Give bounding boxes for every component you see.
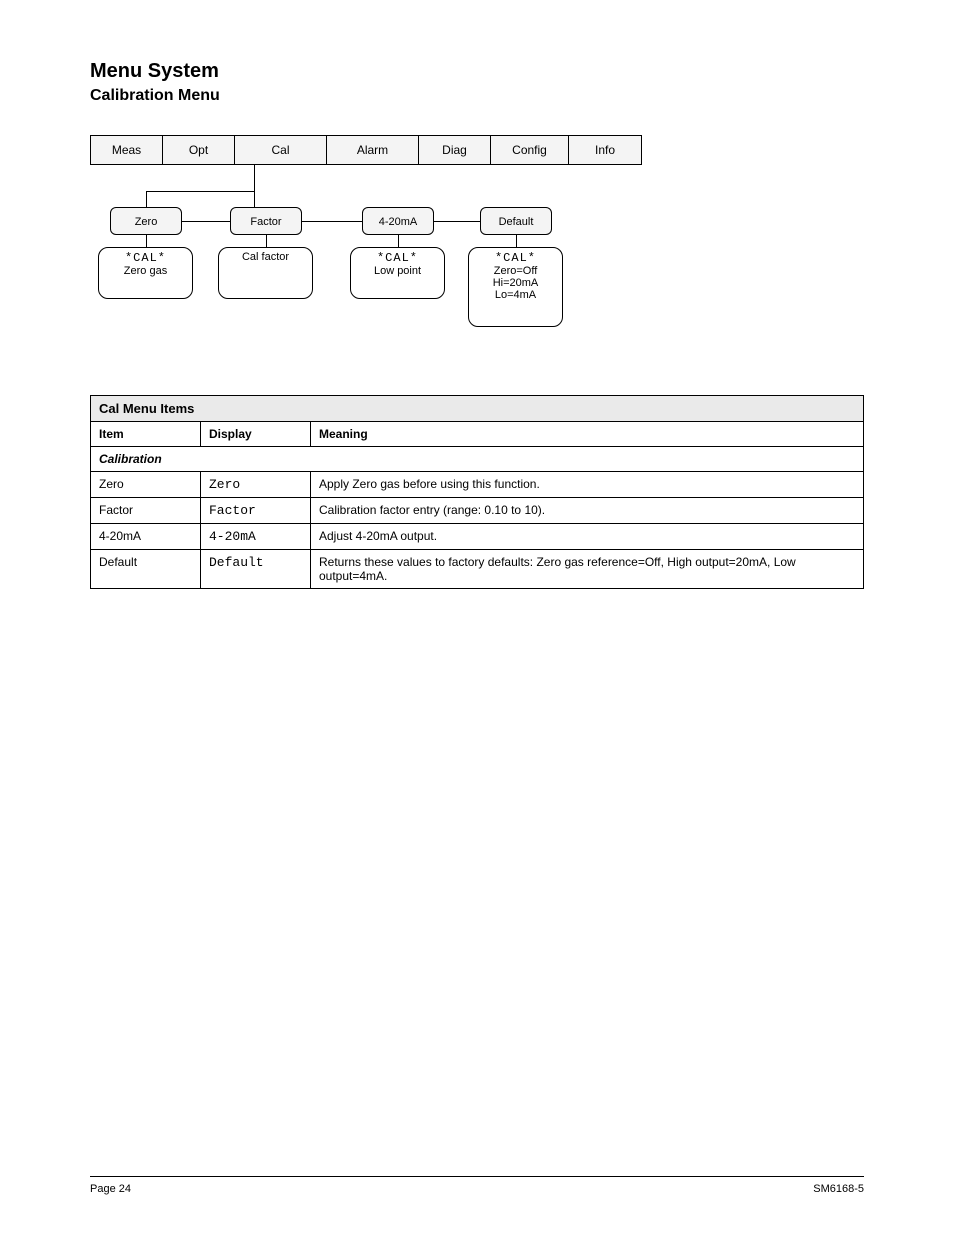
flow-box-zero-box: *CAL*Zero gas <box>98 247 193 299</box>
flow-top-cell: Opt <box>163 136 235 164</box>
flow-connector <box>146 191 147 207</box>
calibration-flowchart: MeasOptCalAlarmDiagConfigInfo Zero Factor… <box>90 135 650 365</box>
table-cell-item: Factor <box>91 498 201 524</box>
table-cell-meaning: Returns these values to factory defaults… <box>311 550 864 589</box>
table-cell-display: Factor <box>201 498 311 524</box>
cal-menu-table: Cal Menu Items Item Display Meaning Cali… <box>90 395 864 589</box>
table-cell-item: Zero <box>91 472 201 498</box>
table-cell-display: 4-20mA <box>201 524 311 550</box>
footer-doc: SM6168-5 <box>813 1183 864 1195</box>
flow-box-default-box: *CAL*Zero=OffHi=20mALo=4mA <box>468 247 563 327</box>
flow-mid-4-20ma: 4-20mA <box>362 207 434 235</box>
flow-top-cell: Config <box>491 136 569 164</box>
flow-mid-factor: Factor <box>230 207 302 235</box>
table-header-display: Display <box>201 422 311 447</box>
flow-box-line: Zero=Off <box>469 265 562 277</box>
cal-marker: *CAL* <box>351 251 444 265</box>
flow-box-4-20ma-box: *CAL*Low point <box>350 247 445 299</box>
flow-mid-zero: Zero <box>110 207 182 235</box>
table-section-row: Calibration <box>91 447 864 472</box>
page-title: Menu System <box>90 60 864 83</box>
flow-box-line: Cal factor <box>219 251 312 263</box>
table-header-item: Item <box>91 422 201 447</box>
table-section: Calibration <box>91 447 864 472</box>
flow-mid-default: Default <box>480 207 552 235</box>
table-cell-display: Default <box>201 550 311 589</box>
table-title-row: Cal Menu Items <box>91 396 864 422</box>
table-cell-meaning: Apply Zero gas before using this functio… <box>311 472 864 498</box>
flow-box-line: Zero gas <box>99 265 192 277</box>
cal-marker: *CAL* <box>469 251 562 265</box>
flow-top-cell: Info <box>569 136 641 164</box>
table-title: Cal Menu Items <box>91 396 864 422</box>
table-cell-item: Default <box>91 550 201 589</box>
table-row: DefaultDefaultReturns these values to fa… <box>91 550 864 589</box>
table-cell-meaning: Calibration factor entry (range: 0.10 to… <box>311 498 864 524</box>
table-cell-display: Zero <box>201 472 311 498</box>
page-subtitle: Calibration Menu <box>90 87 864 105</box>
table-row: ZeroZeroApply Zero gas before using this… <box>91 472 864 498</box>
table-body: ZeroZeroApply Zero gas before using this… <box>91 472 864 589</box>
flow-top-cell: Cal <box>235 136 327 164</box>
flow-box-line: Lo=4mA <box>469 289 562 301</box>
flow-connector <box>302 221 362 222</box>
flow-connector <box>516 235 517 247</box>
flow-box-factor-box: Cal factor <box>218 247 313 299</box>
table-row: FactorFactorCalibration factor entry (ra… <box>91 498 864 524</box>
flow-connector <box>398 235 399 247</box>
flow-connector <box>266 235 267 247</box>
table-row: 4-20mA4-20mAAdjust 4-20mA output. <box>91 524 864 550</box>
table-cell-item: 4-20mA <box>91 524 201 550</box>
flow-box-line: Hi=20mA <box>469 277 562 289</box>
document-page: Menu System Calibration Menu MeasOptCalA… <box>0 0 954 1235</box>
flow-box-line: Low point <box>351 265 444 277</box>
flow-connector <box>434 221 480 222</box>
flow-top-cell: Alarm <box>327 136 419 164</box>
page-footer: Page 24 SM6168-5 <box>90 1176 864 1195</box>
footer-page: Page 24 <box>90 1183 131 1195</box>
flow-top-cell: Meas <box>91 136 163 164</box>
table-header-row: Item Display Meaning <box>91 422 864 447</box>
flow-top-row: MeasOptCalAlarmDiagConfigInfo <box>90 135 642 165</box>
flow-connector <box>146 235 147 247</box>
table-cell-meaning: Adjust 4-20mA output. <box>311 524 864 550</box>
table-header-meaning: Meaning <box>311 422 864 447</box>
flow-top-cell: Diag <box>419 136 491 164</box>
flow-connector <box>254 164 255 207</box>
cal-marker: *CAL* <box>99 251 192 265</box>
flow-connector <box>146 191 255 192</box>
